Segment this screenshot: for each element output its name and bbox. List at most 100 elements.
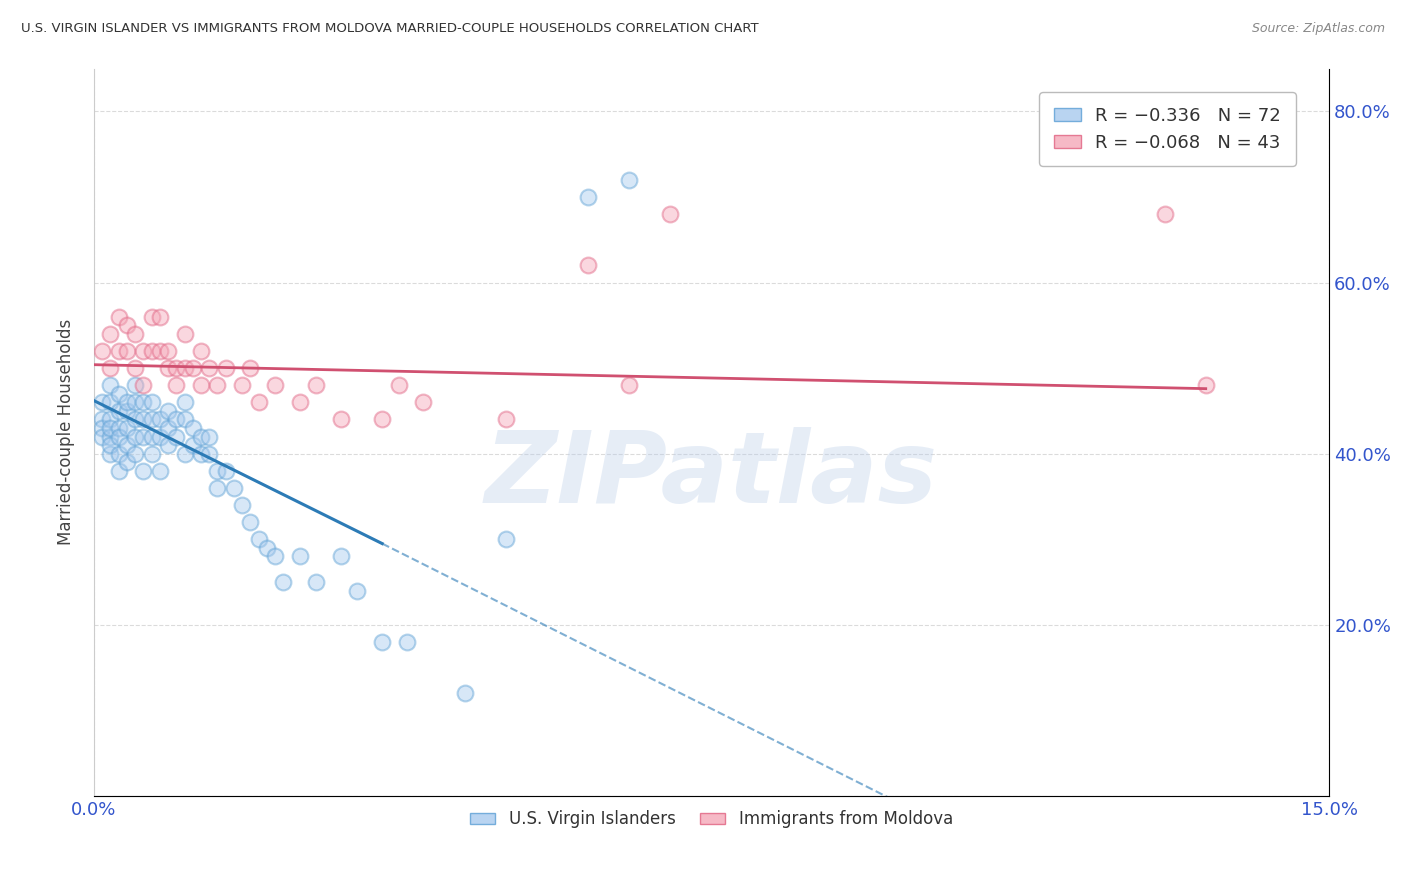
Point <box>141 395 163 409</box>
Point <box>100 421 122 435</box>
Point <box>207 464 229 478</box>
Point <box>149 464 172 478</box>
Point <box>231 498 253 512</box>
Point <box>124 361 146 376</box>
Point <box>100 429 122 443</box>
Point <box>330 412 353 426</box>
Point <box>141 429 163 443</box>
Point <box>173 361 195 376</box>
Point <box>576 259 599 273</box>
Point <box>124 447 146 461</box>
Point <box>181 421 204 435</box>
Point <box>222 481 245 495</box>
Point <box>132 343 155 358</box>
Point <box>107 404 129 418</box>
Point <box>1195 378 1218 392</box>
Point <box>198 447 221 461</box>
Point <box>157 361 180 376</box>
Point <box>231 378 253 392</box>
Point <box>124 395 146 409</box>
Point <box>107 310 129 324</box>
Point <box>273 575 295 590</box>
Point <box>619 378 641 392</box>
Point <box>288 549 311 564</box>
Point <box>264 378 287 392</box>
Point <box>91 421 114 435</box>
Point <box>107 343 129 358</box>
Point <box>149 412 172 426</box>
Point <box>157 343 180 358</box>
Point <box>91 395 114 409</box>
Point <box>100 378 122 392</box>
Point <box>115 438 138 452</box>
Point <box>132 464 155 478</box>
Point <box>115 395 138 409</box>
Point <box>141 310 163 324</box>
Point <box>371 635 394 649</box>
Point <box>100 438 122 452</box>
Point <box>165 429 187 443</box>
Point <box>100 361 122 376</box>
Point <box>100 326 122 341</box>
Point <box>173 447 195 461</box>
Point <box>100 447 122 461</box>
Point <box>157 404 180 418</box>
Point <box>149 343 172 358</box>
Point <box>659 207 682 221</box>
Point <box>181 361 204 376</box>
Point <box>91 429 114 443</box>
Point <box>207 481 229 495</box>
Point <box>132 429 155 443</box>
Point <box>305 378 328 392</box>
Point <box>107 429 129 443</box>
Point <box>141 343 163 358</box>
Point <box>395 635 418 649</box>
Point <box>165 361 187 376</box>
Text: Source: ZipAtlas.com: Source: ZipAtlas.com <box>1251 22 1385 36</box>
Point <box>190 429 212 443</box>
Point <box>107 386 129 401</box>
Point <box>619 173 641 187</box>
Point <box>247 533 270 547</box>
Point <box>91 343 114 358</box>
Point <box>107 464 129 478</box>
Point <box>495 533 517 547</box>
Point <box>190 447 212 461</box>
Point <box>181 438 204 452</box>
Point <box>132 395 155 409</box>
Point <box>330 549 353 564</box>
Point <box>115 404 138 418</box>
Point <box>453 686 475 700</box>
Y-axis label: Married-couple Households: Married-couple Households <box>58 319 75 545</box>
Point <box>149 429 172 443</box>
Point <box>115 318 138 333</box>
Point <box>412 395 434 409</box>
Point <box>165 412 187 426</box>
Point <box>100 412 122 426</box>
Point <box>256 541 278 555</box>
Point <box>239 515 262 529</box>
Point <box>124 412 146 426</box>
Point <box>173 412 195 426</box>
Point <box>239 361 262 376</box>
Point <box>207 378 229 392</box>
Point <box>91 412 114 426</box>
Point <box>115 455 138 469</box>
Point <box>305 575 328 590</box>
Point <box>346 583 368 598</box>
Point <box>132 378 155 392</box>
Point <box>141 447 163 461</box>
Point <box>247 395 270 409</box>
Point <box>157 421 180 435</box>
Point <box>1153 207 1175 221</box>
Point <box>115 343 138 358</box>
Text: U.S. VIRGIN ISLANDER VS IMMIGRANTS FROM MOLDOVA MARRIED-COUPLE HOUSEHOLDS CORREL: U.S. VIRGIN ISLANDER VS IMMIGRANTS FROM … <box>21 22 759 36</box>
Point <box>107 421 129 435</box>
Point <box>141 412 163 426</box>
Point <box>198 429 221 443</box>
Point <box>388 378 411 392</box>
Point <box>165 378 187 392</box>
Point <box>115 421 138 435</box>
Point <box>124 378 146 392</box>
Point <box>198 361 221 376</box>
